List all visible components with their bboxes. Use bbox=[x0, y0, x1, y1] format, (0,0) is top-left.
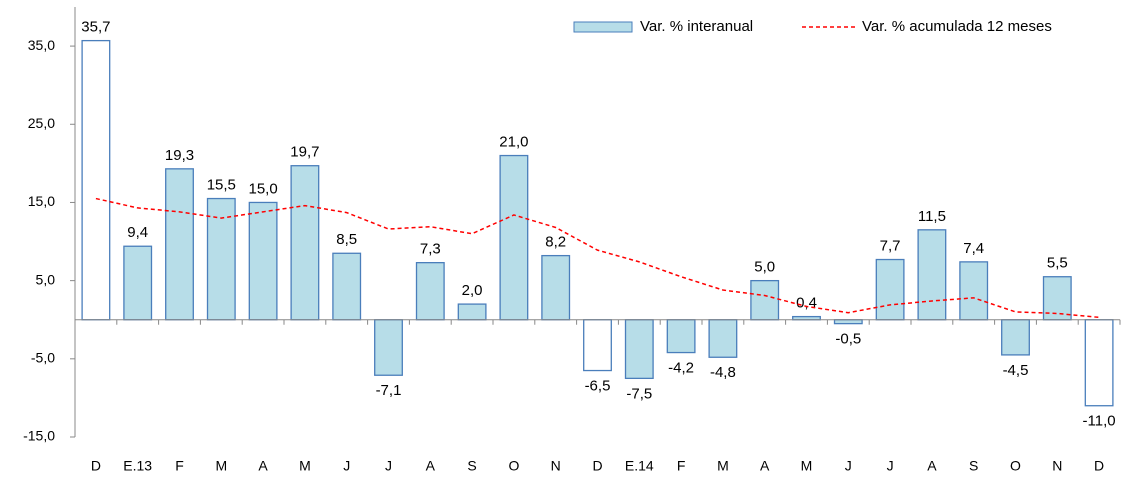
y-tick-label: 15,0 bbox=[28, 193, 55, 209]
x-tick-label: M bbox=[801, 458, 813, 474]
data-label: 7,7 bbox=[880, 237, 901, 254]
bar bbox=[499, 154, 529, 321]
bar bbox=[666, 319, 696, 354]
legend-label: Var. % interanual bbox=[640, 18, 753, 35]
line bbox=[95, 197, 1100, 319]
x-tick-label: J bbox=[887, 458, 894, 474]
bar bbox=[374, 319, 403, 376]
data-label: 15,0 bbox=[248, 180, 277, 197]
bar bbox=[81, 39, 111, 321]
x-tick-label: S bbox=[969, 458, 978, 474]
x-tick-label: O bbox=[1010, 458, 1021, 474]
data-label: 15,5 bbox=[207, 177, 236, 194]
data-label: -4,2 bbox=[668, 360, 694, 377]
data-label: 5,5 bbox=[1047, 255, 1068, 272]
bar bbox=[959, 261, 989, 321]
x-tick-label: O bbox=[508, 458, 519, 474]
bar bbox=[332, 252, 362, 321]
x-tick-label: A bbox=[426, 458, 436, 474]
x-tick-label: J bbox=[845, 458, 852, 474]
data-label: 9,4 bbox=[127, 224, 148, 241]
x-tick-label: A bbox=[927, 458, 937, 474]
data-label: 35,7 bbox=[81, 19, 110, 36]
data-label: -4,5 bbox=[1003, 362, 1029, 379]
y-tick-label: 35,0 bbox=[28, 37, 55, 53]
bar bbox=[875, 258, 905, 321]
data-label: 2,0 bbox=[462, 282, 483, 299]
bar bbox=[1084, 319, 1114, 407]
x-tick-label: J bbox=[343, 458, 350, 474]
data-label: -6,5 bbox=[585, 378, 611, 395]
x-tick-label: M bbox=[717, 458, 729, 474]
bar bbox=[624, 319, 654, 380]
x-tick-label: F bbox=[175, 458, 184, 474]
bar bbox=[1001, 319, 1030, 356]
y-tick-label: -15,0 bbox=[23, 428, 55, 444]
x-tick-label: A bbox=[760, 458, 770, 474]
data-label: 7,4 bbox=[963, 240, 984, 257]
data-label: -7,5 bbox=[626, 385, 652, 402]
x-tick-label: N bbox=[551, 458, 561, 474]
x-tick-label: N bbox=[1052, 458, 1062, 474]
bar bbox=[833, 319, 863, 325]
bar bbox=[165, 168, 194, 321]
x-tick-label: J bbox=[385, 458, 392, 474]
x-tick-label: S bbox=[467, 458, 476, 474]
bar bbox=[248, 201, 278, 321]
x-tick-label: D bbox=[1094, 458, 1104, 474]
data-label: 5,0 bbox=[754, 259, 775, 276]
data-label: -4,8 bbox=[710, 364, 736, 381]
x-tick-label: F bbox=[677, 458, 686, 474]
data-label: 21,0 bbox=[499, 134, 528, 151]
data-label: 19,3 bbox=[165, 147, 194, 164]
data-label: 7,3 bbox=[420, 241, 441, 258]
x-tick-label: D bbox=[91, 458, 101, 474]
legend-label: Var. % acumulada 12 meses bbox=[862, 18, 1052, 35]
x-tick-label: D bbox=[592, 458, 602, 474]
x-tick-label: M bbox=[299, 458, 311, 474]
x-tick-label: M bbox=[215, 458, 227, 474]
data-label: 0,4 bbox=[796, 295, 817, 312]
x-tick-label: A bbox=[258, 458, 268, 474]
bar bbox=[415, 262, 445, 321]
data-label: 8,2 bbox=[545, 234, 566, 251]
bar bbox=[583, 319, 612, 372]
bar bbox=[457, 303, 487, 321]
bar bbox=[917, 229, 947, 321]
data-label: 8,5 bbox=[336, 231, 357, 248]
bar bbox=[541, 254, 571, 321]
data-label: -0,5 bbox=[835, 331, 861, 348]
bar bbox=[123, 245, 153, 321]
data-label: 11,5 bbox=[918, 208, 946, 225]
bar bbox=[708, 319, 738, 358]
x-tick-label: E.13 bbox=[123, 458, 152, 474]
y-tick-label: 5,0 bbox=[36, 271, 56, 287]
y-tick-label: 25,0 bbox=[28, 115, 55, 131]
data-label: -11,0 bbox=[1083, 413, 1116, 430]
bar bbox=[290, 165, 320, 321]
x-tick-label: E.14 bbox=[625, 458, 654, 474]
legend-swatch bbox=[573, 21, 633, 33]
y-tick-label: -5,0 bbox=[31, 350, 55, 366]
data-label: 19,7 bbox=[290, 144, 319, 161]
data-label: -7,1 bbox=[376, 382, 402, 399]
bar bbox=[750, 279, 780, 321]
